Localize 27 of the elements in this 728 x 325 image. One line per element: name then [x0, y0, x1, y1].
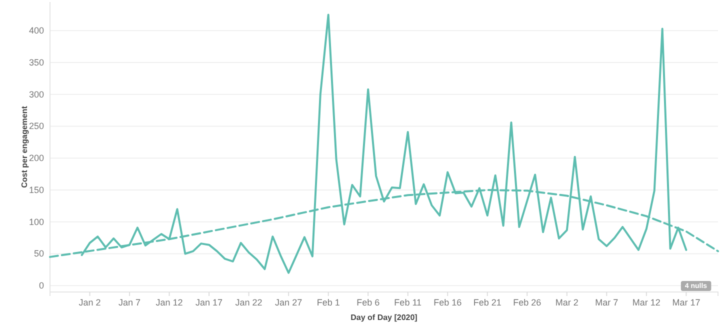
x-tick-label: Feb 16	[434, 297, 462, 308]
x-tick-label: Mar 17	[672, 297, 700, 308]
y-tick-label: 200	[28, 153, 44, 164]
y-tick-label: 400	[28, 26, 44, 36]
x-tick-label: Jan 7	[118, 297, 141, 308]
y-tick-label: 300	[28, 89, 44, 100]
x-tick-label: Jan 22	[235, 297, 262, 308]
y-tick-label: 250	[28, 121, 44, 132]
x-tick-label: Feb 6	[356, 297, 380, 308]
y-axis-title: Cost per engagement	[20, 106, 29, 188]
x-tick-label: Mar 12	[632, 297, 660, 308]
y-tick-label: 50	[34, 248, 44, 259]
x-tick-label: Feb 11	[394, 297, 422, 308]
x-tick-label: Jan 2	[78, 297, 101, 308]
x-tick-label: Mar 7	[595, 297, 618, 308]
y-tick-label: 350	[28, 57, 44, 68]
x-tick-label: Feb 26	[513, 297, 542, 308]
y-tick-label: 0	[38, 280, 44, 291]
x-tick-label: Jan 12	[156, 297, 183, 308]
x-tick-label: Feb 21	[473, 297, 502, 308]
x-tick-label: Feb 1	[316, 297, 340, 308]
y-tick-label: 150	[28, 184, 44, 195]
x-tick-label: Jan 17	[196, 297, 223, 308]
x-axis-title: Day of Day [2020]	[350, 313, 418, 322]
x-tick-label: Mar 2	[555, 297, 578, 308]
x-tick-label: Jan 27	[275, 297, 302, 308]
y-tick-label: 100	[28, 216, 44, 227]
